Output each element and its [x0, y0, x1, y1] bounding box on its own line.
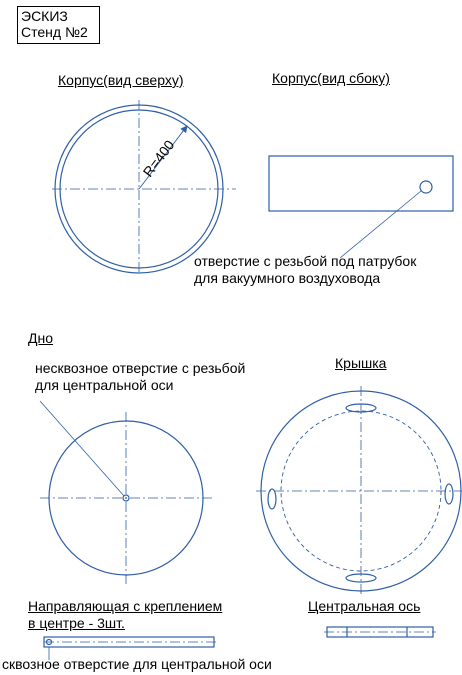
port-leader-line: [339, 190, 422, 259]
bottom-center-hole: [122, 494, 130, 502]
body-top-title: Корпус(вид сверху): [58, 72, 184, 88]
axis-view: [324, 626, 436, 638]
port-note-line-1: отверстие с резьбой под патрубок: [194, 253, 417, 269]
lid-title: Крышка: [335, 355, 387, 371]
guide-view: [43, 636, 216, 660]
lid-slot-bottom: [345, 573, 377, 583]
radius-dimension-line: [138, 125, 188, 190]
lid-view: [256, 386, 462, 596]
radius-label: R=400: [140, 137, 178, 180]
bottom-leader-line: [39, 400, 125, 497]
bottom-view: [39, 400, 212, 585]
body-side-view: [268, 155, 454, 259]
bottom-note-line-1: несквозное отверстие с резьбой: [35, 360, 246, 376]
body-side-title: Корпус(вид сбоку): [272, 70, 390, 86]
lid-slot-right: [444, 483, 454, 505]
title-stamp: ЭСКИЗ Стенд №2: [17, 6, 100, 44]
body-side-rect: [268, 155, 454, 212]
lid-slot-top: [345, 403, 377, 413]
bottom-note-line-2: для центральной оси: [35, 377, 174, 393]
bottom-title: Дно: [28, 330, 53, 346]
stamp-line-1: ЭСКИЗ: [21, 8, 68, 24]
guide-hole-note: сквозное отверстие для центральной оси: [2, 656, 272, 672]
port-note-line-2: для вакуумного воздуховода: [194, 270, 381, 286]
lid-slot-left: [267, 488, 277, 510]
body-top-view: [52, 100, 236, 275]
side-port-hole: [419, 180, 433, 194]
guide-title-line-1: Направляющая с креплением: [28, 598, 223, 614]
guide-title-line-2: в центре - 3шт.: [28, 615, 125, 631]
axis-title: Центральная ось: [308, 598, 421, 614]
stamp-line-2: Стенд №2: [21, 24, 88, 40]
